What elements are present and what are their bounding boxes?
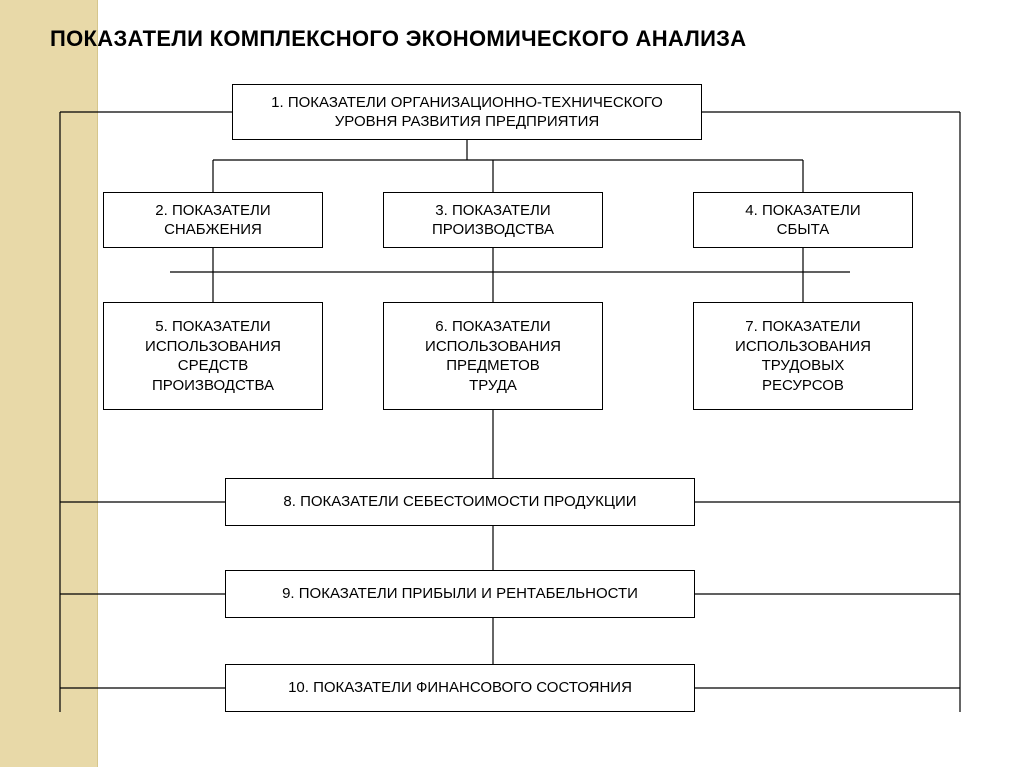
node-b10: 10. ПОКАЗАТЕЛИ ФИНАНСОВОГО СОСТОЯНИЯ (225, 664, 695, 712)
node-b2: 2. ПОКАЗАТЕЛИСНАБЖЕНИЯ (103, 192, 323, 248)
diagram-canvas: 1. ПОКАЗАТЕЛИ ОРГАНИЗАЦИОННО-ТЕХНИЧЕСКОГ… (0, 0, 1024, 767)
node-b4: 4. ПОКАЗАТЕЛИСБЫТА (693, 192, 913, 248)
node-b8: 8. ПОКАЗАТЕЛИ СЕБЕСТОИМОСТИ ПРОДУКЦИИ (225, 478, 695, 526)
node-b1: 1. ПОКАЗАТЕЛИ ОРГАНИЗАЦИОННО-ТЕХНИЧЕСКОГ… (232, 84, 702, 140)
node-b6: 6. ПОКАЗАТЕЛИИСПОЛЬЗОВАНИЯПРЕДМЕТОВТРУДА (383, 302, 603, 410)
node-b9: 9. ПОКАЗАТЕЛИ ПРИБЫЛИ И РЕНТАБЕЛЬНОСТИ (225, 570, 695, 618)
node-b7: 7. ПОКАЗАТЕЛИИСПОЛЬЗОВАНИЯТРУДОВЫХРЕСУРС… (693, 302, 913, 410)
node-b3: 3. ПОКАЗАТЕЛИПРОИЗВОДСТВА (383, 192, 603, 248)
node-b5: 5. ПОКАЗАТЕЛИИСПОЛЬЗОВАНИЯСРЕДСТВПРОИЗВО… (103, 302, 323, 410)
slide: ПОКАЗАТЕЛИ КОМПЛЕКСНОГО ЭКОНОМИЧЕСКОГО А… (0, 0, 1024, 767)
